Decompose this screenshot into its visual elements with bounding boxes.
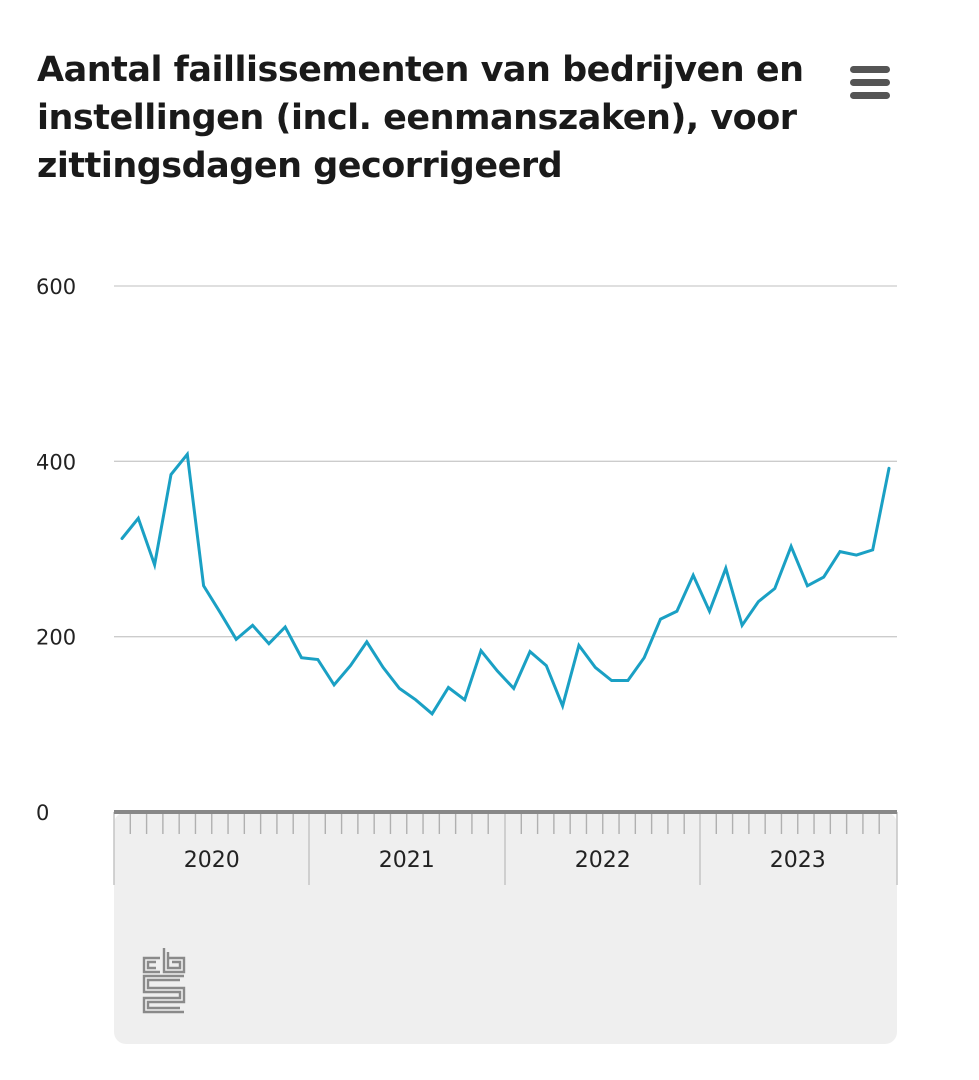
hamburger-menu-icon[interactable] xyxy=(846,64,894,102)
data-point[interactable] xyxy=(524,646,536,658)
cbs-logo xyxy=(140,946,188,1016)
y-axis-tick-labels: 0 200 400 600 xyxy=(36,275,76,825)
data-point[interactable] xyxy=(785,540,797,552)
data-point[interactable] xyxy=(426,708,438,720)
data-point[interactable] xyxy=(116,532,128,544)
year-label: 2022 xyxy=(575,848,631,873)
data-point[interactable] xyxy=(769,582,781,594)
y-tick-label: 200 xyxy=(36,626,76,650)
x-axis-minor-ticks xyxy=(113,812,898,885)
data-point[interactable] xyxy=(442,682,454,694)
data-point[interactable] xyxy=(410,694,422,706)
data-point[interactable] xyxy=(263,638,275,650)
data-point[interactable] xyxy=(230,633,242,645)
year-label: 2020 xyxy=(184,848,240,873)
data-point[interactable] xyxy=(540,660,552,672)
menu-bar xyxy=(850,92,890,99)
data-point[interactable] xyxy=(328,679,340,691)
data-point[interactable] xyxy=(279,621,291,633)
data-point[interactable] xyxy=(867,544,879,556)
gridlines xyxy=(114,285,897,638)
data-point[interactable] xyxy=(312,653,324,665)
data-point[interactable] xyxy=(850,549,862,561)
data-point[interactable] xyxy=(344,660,356,672)
data-point[interactable] xyxy=(687,569,699,581)
chart-title: Aantal faillissementen van bedrijven en … xyxy=(37,50,804,186)
data-point[interactable] xyxy=(883,462,895,474)
data-point[interactable] xyxy=(720,562,732,574)
data-point[interactable] xyxy=(393,682,405,694)
data-point[interactable] xyxy=(214,606,226,618)
data-point[interactable] xyxy=(622,675,634,687)
data-point[interactable] xyxy=(475,645,487,657)
y-tick-label: 600 xyxy=(36,275,76,299)
data-point[interactable] xyxy=(589,661,601,673)
data-point[interactable] xyxy=(508,682,520,694)
data-point[interactable] xyxy=(736,619,748,631)
y-tick-label: 400 xyxy=(36,450,76,474)
data-point[interactable] xyxy=(606,675,618,687)
data-point[interactable] xyxy=(655,613,667,625)
data-point[interactable] xyxy=(638,652,650,664)
data-point[interactable] xyxy=(801,580,813,592)
series-layer xyxy=(116,448,895,720)
data-point[interactable] xyxy=(557,700,569,712)
data-point[interactable] xyxy=(703,605,715,617)
data-point[interactable] xyxy=(361,636,373,648)
menu-bar xyxy=(850,66,890,73)
series-line[interactable] xyxy=(120,450,891,717)
y-tick-label: 0 xyxy=(36,801,49,825)
data-point[interactable] xyxy=(459,694,471,706)
year-label: 2023 xyxy=(770,848,826,873)
data-point[interactable] xyxy=(377,661,389,673)
data-point[interactable] xyxy=(165,468,177,480)
data-point[interactable] xyxy=(818,571,830,583)
year-label: 2021 xyxy=(379,848,435,873)
data-point[interactable] xyxy=(671,605,683,617)
data-point[interactable] xyxy=(834,546,846,558)
data-point[interactable] xyxy=(181,448,193,460)
data-point[interactable] xyxy=(752,596,764,608)
data-point[interactable] xyxy=(247,619,259,631)
data-point[interactable] xyxy=(296,652,308,664)
data-point[interactable] xyxy=(491,665,503,677)
data-point[interactable] xyxy=(573,639,585,651)
data-point[interactable] xyxy=(149,559,161,571)
data-point[interactable] xyxy=(132,512,144,524)
data-point[interactable] xyxy=(198,580,210,592)
menu-bar xyxy=(850,79,890,86)
x-axis-year-labels: 2020 2021 2022 2023 xyxy=(184,848,826,873)
